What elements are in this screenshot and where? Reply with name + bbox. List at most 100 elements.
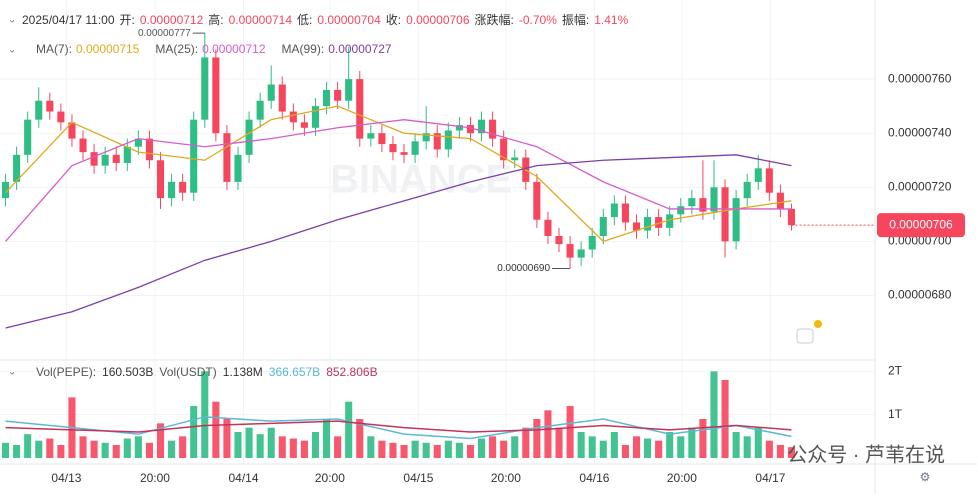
notification-dot	[814, 320, 822, 328]
header-high: 0.00000714	[229, 13, 293, 27]
volume-bar	[411, 440, 419, 458]
candle-body	[156, 160, 165, 199]
settings-icon[interactable]: ⚙	[920, 470, 931, 484]
header-open: 0.00000712	[140, 13, 204, 27]
plot	[1, 33, 796, 458]
grid	[0, 0, 875, 464]
candle-body	[544, 219, 552, 236]
candle-body	[145, 138, 153, 161]
candle-body	[278, 84, 286, 112]
candle-body	[90, 152, 98, 166]
volume-legend-value: 852.806B	[326, 365, 377, 379]
x-tick-label: 04/15	[403, 471, 433, 485]
candle-body	[533, 181, 541, 220]
x-tick-label: 04/16	[579, 471, 609, 485]
volume-bar	[644, 438, 652, 458]
candle-body	[500, 138, 508, 161]
volume-legend-value: 366.657B	[269, 365, 320, 379]
volume-legend: Vol(USDT)	[159, 365, 216, 379]
candle-body	[245, 119, 253, 155]
candle-body	[234, 154, 242, 182]
volume-bar	[444, 440, 452, 458]
candle-body	[655, 217, 663, 228]
volume-bar	[101, 442, 109, 458]
last-price-tag	[877, 213, 965, 238]
legend-value: 0.00000727	[328, 42, 392, 56]
candle-body	[123, 146, 131, 163]
legend-value: 0.00000715	[76, 42, 140, 56]
volume-bar	[599, 440, 607, 458]
candle-body	[787, 208, 796, 226]
volume-bar	[367, 436, 375, 458]
x-tick-label: 04/13	[51, 471, 81, 485]
volume-bar	[334, 436, 342, 458]
header-low-label: 低:	[297, 13, 312, 27]
volume-bar	[721, 380, 729, 458]
volume-bar	[57, 445, 65, 458]
volume-bar	[201, 371, 209, 458]
candle-body	[289, 111, 297, 123]
header-low: 0.00000704	[317, 13, 381, 27]
volume-bar	[577, 432, 585, 458]
volume-bar	[179, 436, 187, 458]
volume-bar	[378, 440, 386, 458]
volume-bar	[522, 427, 530, 458]
candle-body	[732, 198, 740, 242]
candle-body	[356, 79, 364, 139]
volume-bar	[223, 419, 231, 458]
volume-bar	[145, 442, 153, 458]
volume-legend: 160.503B	[102, 365, 153, 379]
volume-bar	[311, 432, 320, 458]
candle-body	[710, 187, 718, 212]
candle-body	[300, 122, 308, 128]
header-amplitude-label: 振幅:	[562, 12, 589, 27]
candle-body	[101, 154, 109, 166]
volume-bar	[112, 445, 120, 458]
candle-body	[179, 181, 187, 193]
volume-bar	[13, 445, 21, 458]
collapse-icon[interactable]: ⌄	[8, 15, 16, 26]
header-close-label: 收:	[386, 13, 401, 27]
volume-bar	[123, 438, 131, 458]
candle-body	[699, 198, 707, 212]
volume-bar	[190, 406, 198, 458]
candle-body	[24, 119, 32, 155]
volume-legend: Vol(PEPE):	[36, 365, 96, 379]
candle-body	[599, 217, 607, 236]
y-tick-label: 2T	[888, 364, 903, 378]
volume-bar	[688, 427, 696, 458]
volume-bar	[511, 436, 519, 458]
volume-legend: 1.138M	[223, 365, 263, 379]
candle-body	[621, 203, 629, 223]
candle-body	[323, 89, 331, 107]
header-amplitude: 1.41%	[594, 13, 628, 27]
header-high-label: 高:	[208, 12, 223, 27]
candle-body	[776, 192, 784, 209]
collapse-icon[interactable]: ⌄	[8, 367, 16, 378]
volume-bar	[267, 427, 275, 458]
volume-bar	[754, 427, 762, 458]
candle-body	[378, 133, 386, 145]
volume-bar	[134, 436, 142, 458]
candle-body	[256, 100, 264, 120]
volume-bar	[655, 440, 663, 458]
volume-bar	[400, 445, 408, 458]
volume-bar	[566, 406, 574, 458]
y-tick-label: 0.00000740	[888, 125, 952, 139]
candle-body	[688, 198, 696, 207]
candle-body	[389, 144, 397, 153]
volume-bar	[389, 442, 397, 458]
volume-bar	[466, 445, 474, 458]
candle-body	[666, 214, 674, 228]
volume-bar	[732, 432, 740, 458]
collapse-icon[interactable]: ⌄	[8, 45, 16, 56]
tool-icon[interactable]	[796, 328, 814, 344]
candle-body	[754, 168, 762, 182]
ma-line	[5, 119, 792, 242]
legend-name: MA(25):	[155, 42, 198, 56]
candle-body	[677, 206, 685, 215]
volume-bar	[555, 427, 563, 458]
ma-line	[5, 105, 792, 243]
candle-body	[134, 138, 142, 147]
volume-bar	[90, 440, 98, 458]
